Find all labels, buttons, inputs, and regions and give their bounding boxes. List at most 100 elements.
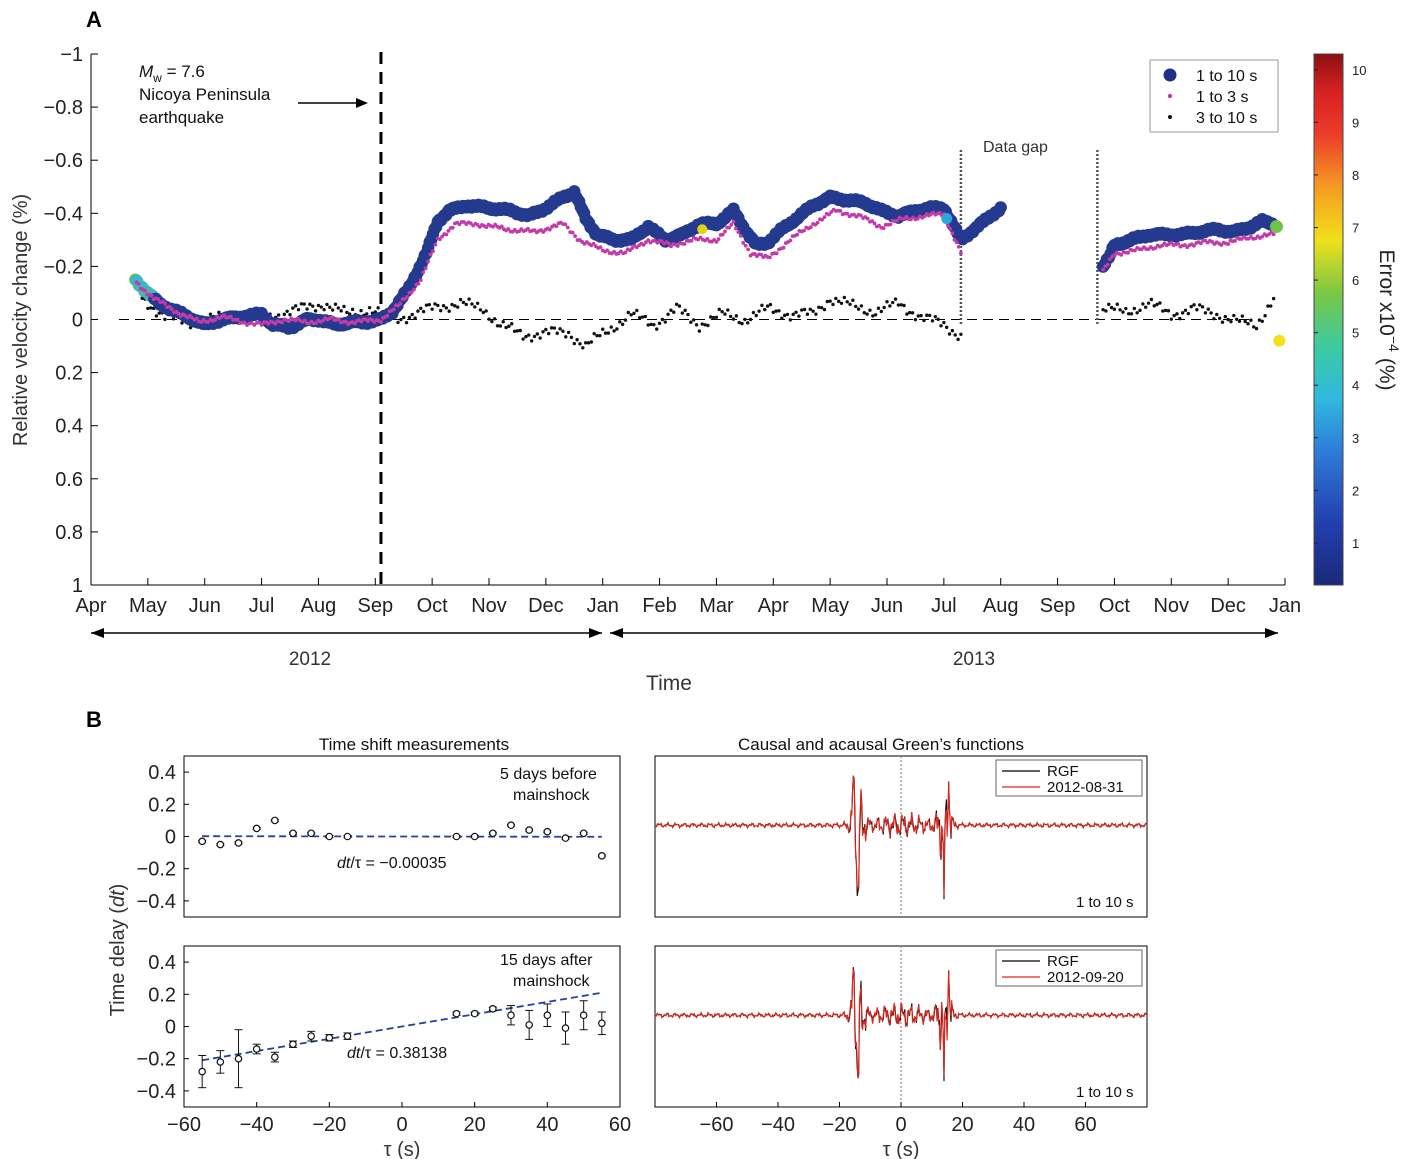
x-tick-label-a: Oct	[417, 595, 449, 617]
year-2012-arrow-head-right	[589, 628, 602, 638]
x-tick-label-a: Jan	[1269, 595, 1301, 617]
point-3to10s	[302, 302, 306, 306]
point-3to10s	[316, 303, 321, 308]
point-1to3s	[433, 242, 438, 247]
colorbar-label-exp: −4	[1386, 336, 1402, 352]
year-2013-arrow-head-right	[1265, 628, 1278, 638]
point-3to10s	[532, 334, 537, 339]
point-1to3s	[426, 259, 430, 264]
time-shift-point	[307, 1032, 315, 1040]
point-3to10s	[603, 331, 608, 335]
point-3to10s	[1163, 308, 1168, 313]
point-1to3s	[336, 317, 341, 322]
x-tick-label: −40	[240, 1114, 274, 1136]
y-axis-label-a: Relative velocity change (%)	[10, 194, 32, 446]
point-3to10s	[171, 317, 176, 321]
point-3to10s	[728, 314, 733, 319]
point-3to10s	[848, 302, 852, 306]
x-tick-label-a: May	[811, 595, 849, 617]
point-3to10s	[672, 310, 676, 314]
x-tick-label-a: Jun	[189, 595, 221, 617]
point-3to10s	[601, 327, 605, 331]
point-1to3s	[736, 230, 741, 234]
x-tick-label-a: Dec	[1210, 595, 1246, 617]
point-1to3s	[412, 287, 416, 292]
point-3to10s	[595, 333, 599, 338]
y-tick-label: 0	[165, 1017, 176, 1039]
point-3to10s	[720, 309, 724, 314]
point-3to10s	[373, 310, 377, 314]
point-3to10s	[578, 342, 582, 346]
point-1to3s	[570, 230, 575, 235]
point-3to10s	[1266, 304, 1270, 308]
point-3to10s	[703, 323, 707, 327]
point-3to10s	[836, 299, 841, 304]
point-1to3s	[922, 214, 927, 219]
point-3to10s	[945, 325, 949, 330]
point-3to10s	[757, 309, 761, 313]
point-3to10s	[336, 306, 341, 310]
point-3to10s	[330, 308, 335, 312]
point-3to10s	[430, 307, 434, 311]
x-tick-label: −20	[312, 1114, 346, 1136]
point-3to10s	[606, 331, 611, 335]
point-3to10s	[308, 302, 312, 306]
x-tick-label-a: Jul	[931, 595, 957, 617]
point-3to10s	[1115, 302, 1119, 306]
point-3to10s	[342, 304, 346, 309]
point-1to3s	[273, 321, 278, 326]
point-3to10s	[427, 302, 431, 307]
point-3to10s	[1243, 319, 1247, 324]
point-3to10s	[677, 304, 682, 308]
time-shift-point	[598, 1019, 606, 1028]
point-3to10s	[524, 334, 528, 339]
point-3to10s	[899, 303, 903, 307]
point-3to10s	[1107, 302, 1111, 306]
point-1to3s	[802, 228, 806, 233]
point-1to3s	[827, 212, 831, 217]
y-tick-label-a: 0.8	[55, 522, 83, 544]
point-3to10s	[637, 316, 642, 320]
point-3to10s	[544, 327, 548, 332]
point-3to10s	[882, 305, 886, 310]
point-3to10s	[851, 298, 855, 302]
point-1to3s	[330, 315, 334, 320]
time-shift-point	[470, 1009, 479, 1018]
point-3to10s	[1104, 309, 1108, 313]
point-3to10s	[785, 312, 790, 317]
point-3to10s	[774, 309, 778, 313]
point-3to10s	[885, 300, 889, 304]
x-tick-label: 40	[1013, 1114, 1035, 1136]
point-1to3s	[391, 307, 396, 312]
point-3to10s	[1249, 318, 1253, 322]
y-tick-label-a: −0.4	[44, 203, 83, 225]
time-shift-point	[343, 832, 352, 841]
point-3to10s	[825, 299, 829, 304]
point-1to3s	[405, 295, 410, 299]
point-3to10s	[592, 331, 596, 336]
point-3to10s	[521, 337, 525, 341]
point-1to3s	[820, 217, 825, 222]
point-3to10s	[1263, 314, 1267, 318]
time-shift-point	[507, 1011, 515, 1020]
point-3to10s	[1254, 326, 1259, 331]
colorbar-tick-label: 7	[1352, 220, 1359, 235]
point-3to10s	[367, 305, 372, 310]
y-axis-label-b-end: )	[107, 884, 129, 891]
greens-functions-title: Causal and acausal Green’s functions	[738, 735, 1024, 754]
after-annotation-line1: 15 days after	[500, 952, 593, 969]
point-3to10s	[800, 308, 804, 312]
point-3to10s	[925, 313, 929, 317]
point-1to3s	[822, 215, 827, 220]
x-axis-label-b-left: τ (s)	[384, 1139, 421, 1159]
point-3to10s	[922, 318, 926, 323]
magnitude-annotation: Mw = 7.6	[139, 62, 205, 85]
legend-label-1to3: 1 to 3 s	[1196, 89, 1248, 106]
x-tick-label-a: Apr	[758, 595, 789, 617]
colorbar-tick-label: 8	[1352, 168, 1359, 183]
point-3to10s	[1271, 296, 1276, 301]
point-1to3s	[554, 224, 559, 229]
time-shift-point	[579, 829, 588, 838]
point-1to3s	[598, 245, 603, 250]
